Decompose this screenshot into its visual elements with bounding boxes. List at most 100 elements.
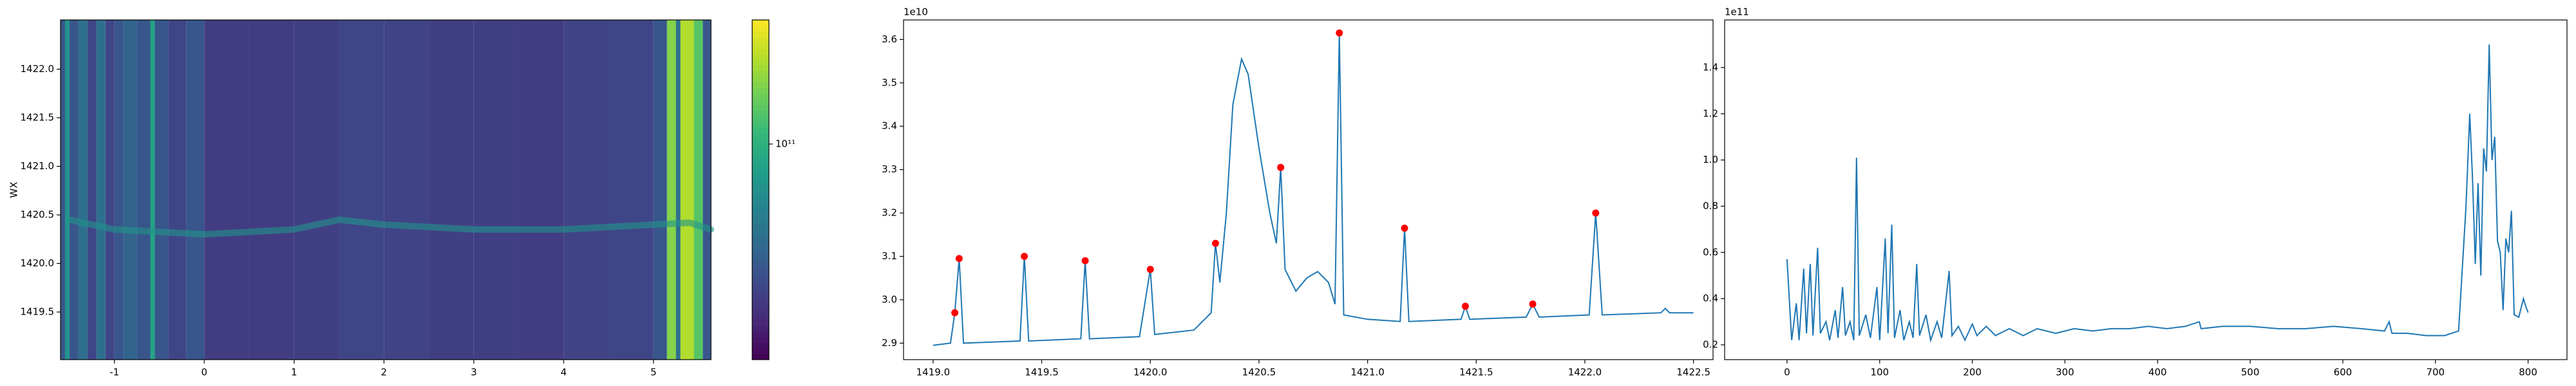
colorbar-segment bbox=[752, 48, 769, 55]
x-tick-label: 500 bbox=[2241, 367, 2260, 378]
colorbar-segment bbox=[752, 297, 769, 304]
y-tick-label: 3.1 bbox=[882, 250, 897, 262]
y-axis-label: WX bbox=[8, 181, 20, 198]
x-tick-label: 600 bbox=[2334, 367, 2353, 378]
colorbar-segment bbox=[752, 207, 769, 213]
x-tick-label: 2 bbox=[381, 367, 387, 378]
colorbar-segment bbox=[752, 286, 769, 292]
colorbar-segment bbox=[752, 122, 769, 128]
colorbar-segment bbox=[752, 161, 769, 168]
x-tick-label: 1 bbox=[291, 367, 298, 378]
x-tick-label: 700 bbox=[2426, 367, 2445, 378]
x-tick-label: 5 bbox=[650, 367, 657, 378]
x-tick-label: 4 bbox=[560, 367, 567, 378]
heatmap-column bbox=[150, 20, 155, 360]
y-tick-label: 3.6 bbox=[882, 33, 897, 45]
x-tick-label: 200 bbox=[1963, 367, 1982, 378]
x-tick-label: 300 bbox=[2056, 367, 2074, 378]
heatmap-column bbox=[96, 20, 106, 360]
colorbar-segment bbox=[752, 53, 769, 60]
y-tick-label: 3.5 bbox=[882, 77, 897, 88]
heatmap-column bbox=[61, 20, 65, 360]
heatmap-column bbox=[680, 20, 694, 360]
heatmap-column bbox=[518, 20, 564, 360]
heatmap-column bbox=[703, 20, 711, 360]
y-tick-label: 3.2 bbox=[882, 207, 897, 219]
heatmap-column bbox=[123, 20, 137, 360]
colorbar-segment bbox=[752, 25, 769, 32]
colorbar-segment bbox=[752, 326, 769, 332]
heatmap-column bbox=[676, 20, 681, 360]
y-tick-label: 1421.0 bbox=[21, 160, 55, 172]
colorbar-segment bbox=[752, 167, 769, 174]
peak-marker bbox=[1401, 225, 1408, 232]
colorbar-segment bbox=[752, 184, 769, 190]
ridge bbox=[66, 216, 714, 238]
colorbar-segment bbox=[752, 308, 769, 315]
peak-marker bbox=[1592, 209, 1600, 217]
x-tick-label: 3 bbox=[471, 367, 477, 378]
x-tick-label: 1421.5 bbox=[1459, 367, 1493, 378]
peak-marker bbox=[1211, 239, 1219, 247]
x-tick-label: 1419.0 bbox=[916, 367, 951, 378]
y-tick-label: 0.2 bbox=[1703, 339, 1718, 351]
axis-offset: 1e10 bbox=[904, 6, 928, 18]
y-tick-label: 2.9 bbox=[882, 337, 897, 349]
peak-marker bbox=[955, 255, 963, 262]
colorbar-segment bbox=[752, 252, 769, 259]
colorbar-segment bbox=[752, 336, 769, 344]
heatmap-column bbox=[564, 20, 609, 360]
colorbar-segment bbox=[752, 31, 769, 37]
peak-marker bbox=[1277, 163, 1285, 171]
colorbar-segment bbox=[752, 178, 769, 185]
heatmap-column bbox=[249, 20, 294, 360]
heatmap-column bbox=[155, 20, 169, 360]
heatmap-column bbox=[137, 20, 151, 360]
line-series bbox=[1786, 44, 2529, 343]
x-tick-label: 400 bbox=[2148, 367, 2167, 378]
colorbar-segment bbox=[752, 320, 769, 326]
y-tick-label: 3.4 bbox=[882, 120, 897, 132]
colorbar-segment bbox=[752, 269, 769, 275]
colorbar-tick-label: 10¹¹ bbox=[775, 138, 795, 149]
heatmap-column bbox=[69, 20, 79, 360]
x-tick-label: 1422.5 bbox=[1676, 367, 1710, 378]
y-tick-label: 1420.5 bbox=[21, 209, 55, 221]
heatmap-column bbox=[667, 20, 676, 360]
colorbar-segment bbox=[752, 99, 769, 106]
heatmap-column bbox=[339, 20, 384, 360]
heatmap-column bbox=[428, 20, 474, 360]
colorbar-segment bbox=[752, 275, 769, 281]
colorbar-segment bbox=[752, 314, 769, 320]
colorbar-segment bbox=[752, 195, 769, 202]
colorbar-segment bbox=[752, 110, 769, 117]
colorbar-segment bbox=[752, 65, 769, 71]
heatmap-column bbox=[384, 20, 429, 360]
y-tick-label: 1422.0 bbox=[21, 63, 55, 75]
colorbar-segment bbox=[752, 77, 769, 83]
colorbar-segment bbox=[752, 280, 769, 287]
colorbar-segment bbox=[752, 223, 769, 230]
colorbar-segment bbox=[752, 291, 769, 298]
heatmap-column bbox=[64, 20, 70, 360]
x-tick-label: 800 bbox=[2519, 367, 2537, 378]
axes-frame bbox=[60, 19, 712, 360]
x-tick-label: 1422.0 bbox=[1568, 367, 1602, 378]
heatmap-column bbox=[653, 20, 667, 360]
colorbar-segment bbox=[752, 257, 769, 264]
colorbar-segment bbox=[752, 133, 769, 140]
colorbar-segment bbox=[752, 20, 769, 26]
colorbar-segment bbox=[752, 201, 769, 207]
heatmap-column bbox=[78, 20, 88, 360]
heatmap-column bbox=[204, 20, 249, 360]
heatmap-column bbox=[473, 20, 519, 360]
colorbar-segment bbox=[752, 116, 769, 122]
axis-offset: 1e11 bbox=[1725, 6, 1749, 18]
axes-frame bbox=[1724, 19, 2568, 360]
colorbar-segment bbox=[752, 229, 769, 235]
colorbar-segment bbox=[752, 87, 769, 94]
colorbar-segment bbox=[752, 144, 769, 151]
colorbar-segment bbox=[752, 42, 769, 49]
y-tick-label: 1.2 bbox=[1703, 107, 1718, 119]
